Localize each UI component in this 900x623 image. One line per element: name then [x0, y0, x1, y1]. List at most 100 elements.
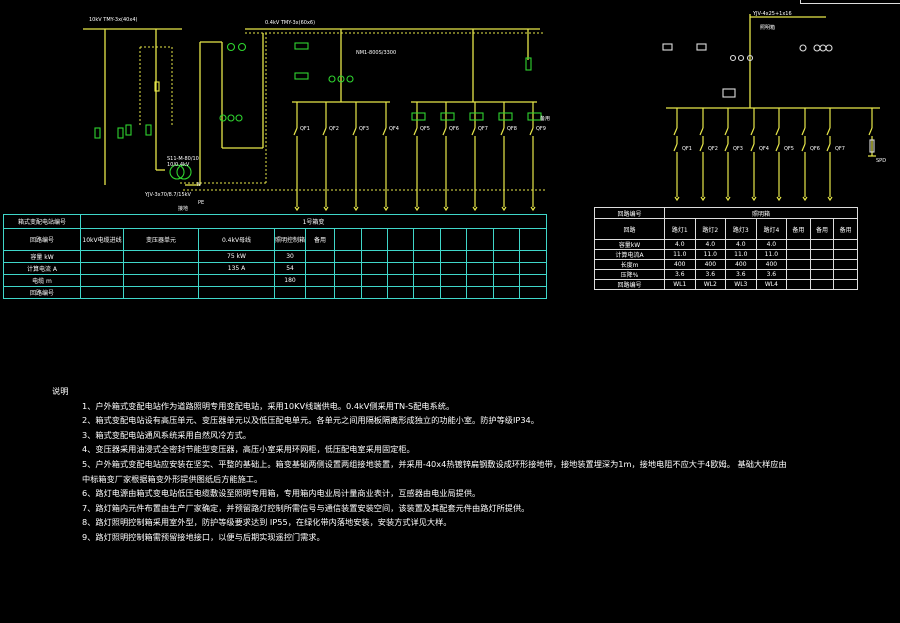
table-cell [519, 286, 547, 299]
table-cell [466, 262, 494, 275]
table-cell [360, 262, 388, 275]
table-cell: 11.0 [694, 249, 727, 260]
meter-box-icon [294, 42, 309, 50]
table-cell [786, 249, 811, 260]
breaker-switch-icon [826, 143, 831, 152]
feeder-arrow-icon [323, 206, 329, 212]
column-header: 回路 [594, 218, 665, 240]
breaker-switch-icon [382, 127, 387, 136]
table-cell [786, 239, 811, 250]
breaker-label: QF5 [420, 126, 430, 132]
column-header: 路灯3 [725, 218, 757, 240]
table-cell: WL1 [664, 279, 696, 290]
table-cell [360, 286, 388, 299]
substation-table: 箱式变配电站编号 1号箱变 回路编号 10kV电缆进线 变压器单元 0.4kV母… [3, 214, 547, 299]
table-cell [386, 250, 415, 263]
table-cell [386, 262, 415, 275]
table-cell [519, 274, 547, 287]
meter-box-icon [294, 72, 309, 80]
table-cell: 4.0 [664, 239, 696, 250]
breaker-switch-icon [724, 127, 729, 136]
table-cell [492, 274, 521, 287]
table-cell [413, 274, 441, 287]
table-cell [439, 262, 468, 275]
table-cell [809, 239, 835, 250]
table-header: 1号箱变 [80, 214, 547, 229]
note-item: 9、路灯照明控制箱需预留接地接口，以便与后期实现遥控门需求。 [82, 531, 325, 542]
table-row: 容量kW 4.0 4.0 4.0 4.0 [594, 239, 858, 250]
column-header: 路灯1 [664, 218, 696, 240]
ammeter-icon [237, 42, 247, 52]
breaker-label: QF3 [733, 146, 743, 152]
column-header: 备用 [305, 228, 336, 251]
breaker-switch-icon [442, 127, 447, 136]
breaker-switch-icon [801, 143, 806, 152]
table-row: 回路编号 [3, 286, 547, 299]
transformer-winding-icon [169, 164, 185, 180]
table-cell [439, 286, 468, 299]
table-cell [466, 286, 494, 299]
column-header: 备用 [809, 218, 835, 240]
table-cell [466, 274, 494, 287]
table-cell [123, 286, 199, 299]
breaker-switch-icon [699, 143, 704, 152]
breaker-label: QF7 [835, 146, 845, 152]
table-cell [360, 250, 388, 263]
ground-label: 接地 [178, 205, 188, 212]
breaker-label: QF3 [359, 126, 369, 132]
table-cell: 4.0 [755, 239, 788, 250]
breaker-switch-icon [699, 127, 704, 136]
table-cell: 3.6 [755, 269, 788, 280]
breaker-label: QF6 [449, 126, 459, 132]
table-cell: 75 kW [198, 250, 275, 263]
lighting-box-table: 回路编号 照明箱 回路 路灯1 路灯2 路灯3 路灯4 备用 备用 备用 容量k… [594, 207, 858, 290]
table-cell: 400 [755, 259, 788, 270]
table-cell [439, 250, 468, 263]
table-cell [809, 279, 835, 290]
table-cell [492, 286, 521, 299]
table-cell [413, 286, 441, 299]
table-cell [519, 250, 547, 263]
table-cell: 回路编号 [3, 286, 81, 299]
column-header: 路灯4 [755, 218, 788, 240]
feeder-arrow-icon [776, 196, 782, 202]
table-cell [386, 274, 415, 287]
breaker-switch-icon [775, 143, 780, 152]
breaker-switch-icon [529, 127, 534, 136]
table-cell: 3.6 [664, 269, 696, 280]
feeder-arrow-icon [443, 206, 449, 212]
note-item: 1、户外箱式变配电站作为道路照明专用变配电站，采用10KV线端供电。0.4kV侧… [82, 400, 455, 411]
breaker-switch-icon [352, 127, 357, 136]
note-item: 中标箱变厂家根据箱变外形提供图纸后方能施工。 [82, 473, 263, 484]
breaker-switch-icon [868, 127, 873, 136]
breaker-switch-icon [500, 127, 505, 136]
table-cell [492, 250, 521, 263]
column-header: 备用 [786, 218, 811, 240]
incoming-cable-label: YJV-4x25+1x16 [752, 11, 792, 17]
table-cell [123, 262, 199, 275]
transformer-label: S11-M-80/10 [167, 156, 199, 162]
table-row: 回路 路灯1 路灯2 路灯3 路灯4 备用 备用 备用 [594, 218, 858, 240]
table-cell: 180 [273, 274, 307, 287]
table-cell [305, 274, 336, 287]
lighting-controller-icon [722, 88, 736, 98]
breaker-switch-icon [673, 127, 678, 136]
table-row: 计算电流 A 135 A 54 [3, 262, 547, 275]
breaker-switch-icon [673, 143, 678, 152]
table-row: 回路编号 10kV电缆进线 变压器单元 0.4kV母线 照明控制箱 备用 [3, 228, 547, 251]
table-cell: 30 [273, 250, 307, 263]
table-cell: WL2 [694, 279, 727, 290]
table-cell [466, 250, 494, 263]
column-header: 变压器单元 [123, 228, 199, 251]
table-cell [198, 274, 275, 287]
hv-bus-label: 10kV TMY-3x(40x4) [89, 17, 137, 23]
table-cell [80, 262, 124, 275]
notes-title: 说明 [52, 386, 69, 396]
table-row: 压降% 3.6 3.6 3.6 3.6 [594, 269, 858, 280]
feeder-arrow-icon [751, 196, 757, 202]
breaker-switch-icon [801, 127, 806, 136]
table-cell [80, 274, 124, 287]
table-cell [833, 279, 858, 290]
breaker-switch-icon [322, 127, 327, 136]
transformer-ratio: 10/0.4kV [167, 162, 190, 168]
